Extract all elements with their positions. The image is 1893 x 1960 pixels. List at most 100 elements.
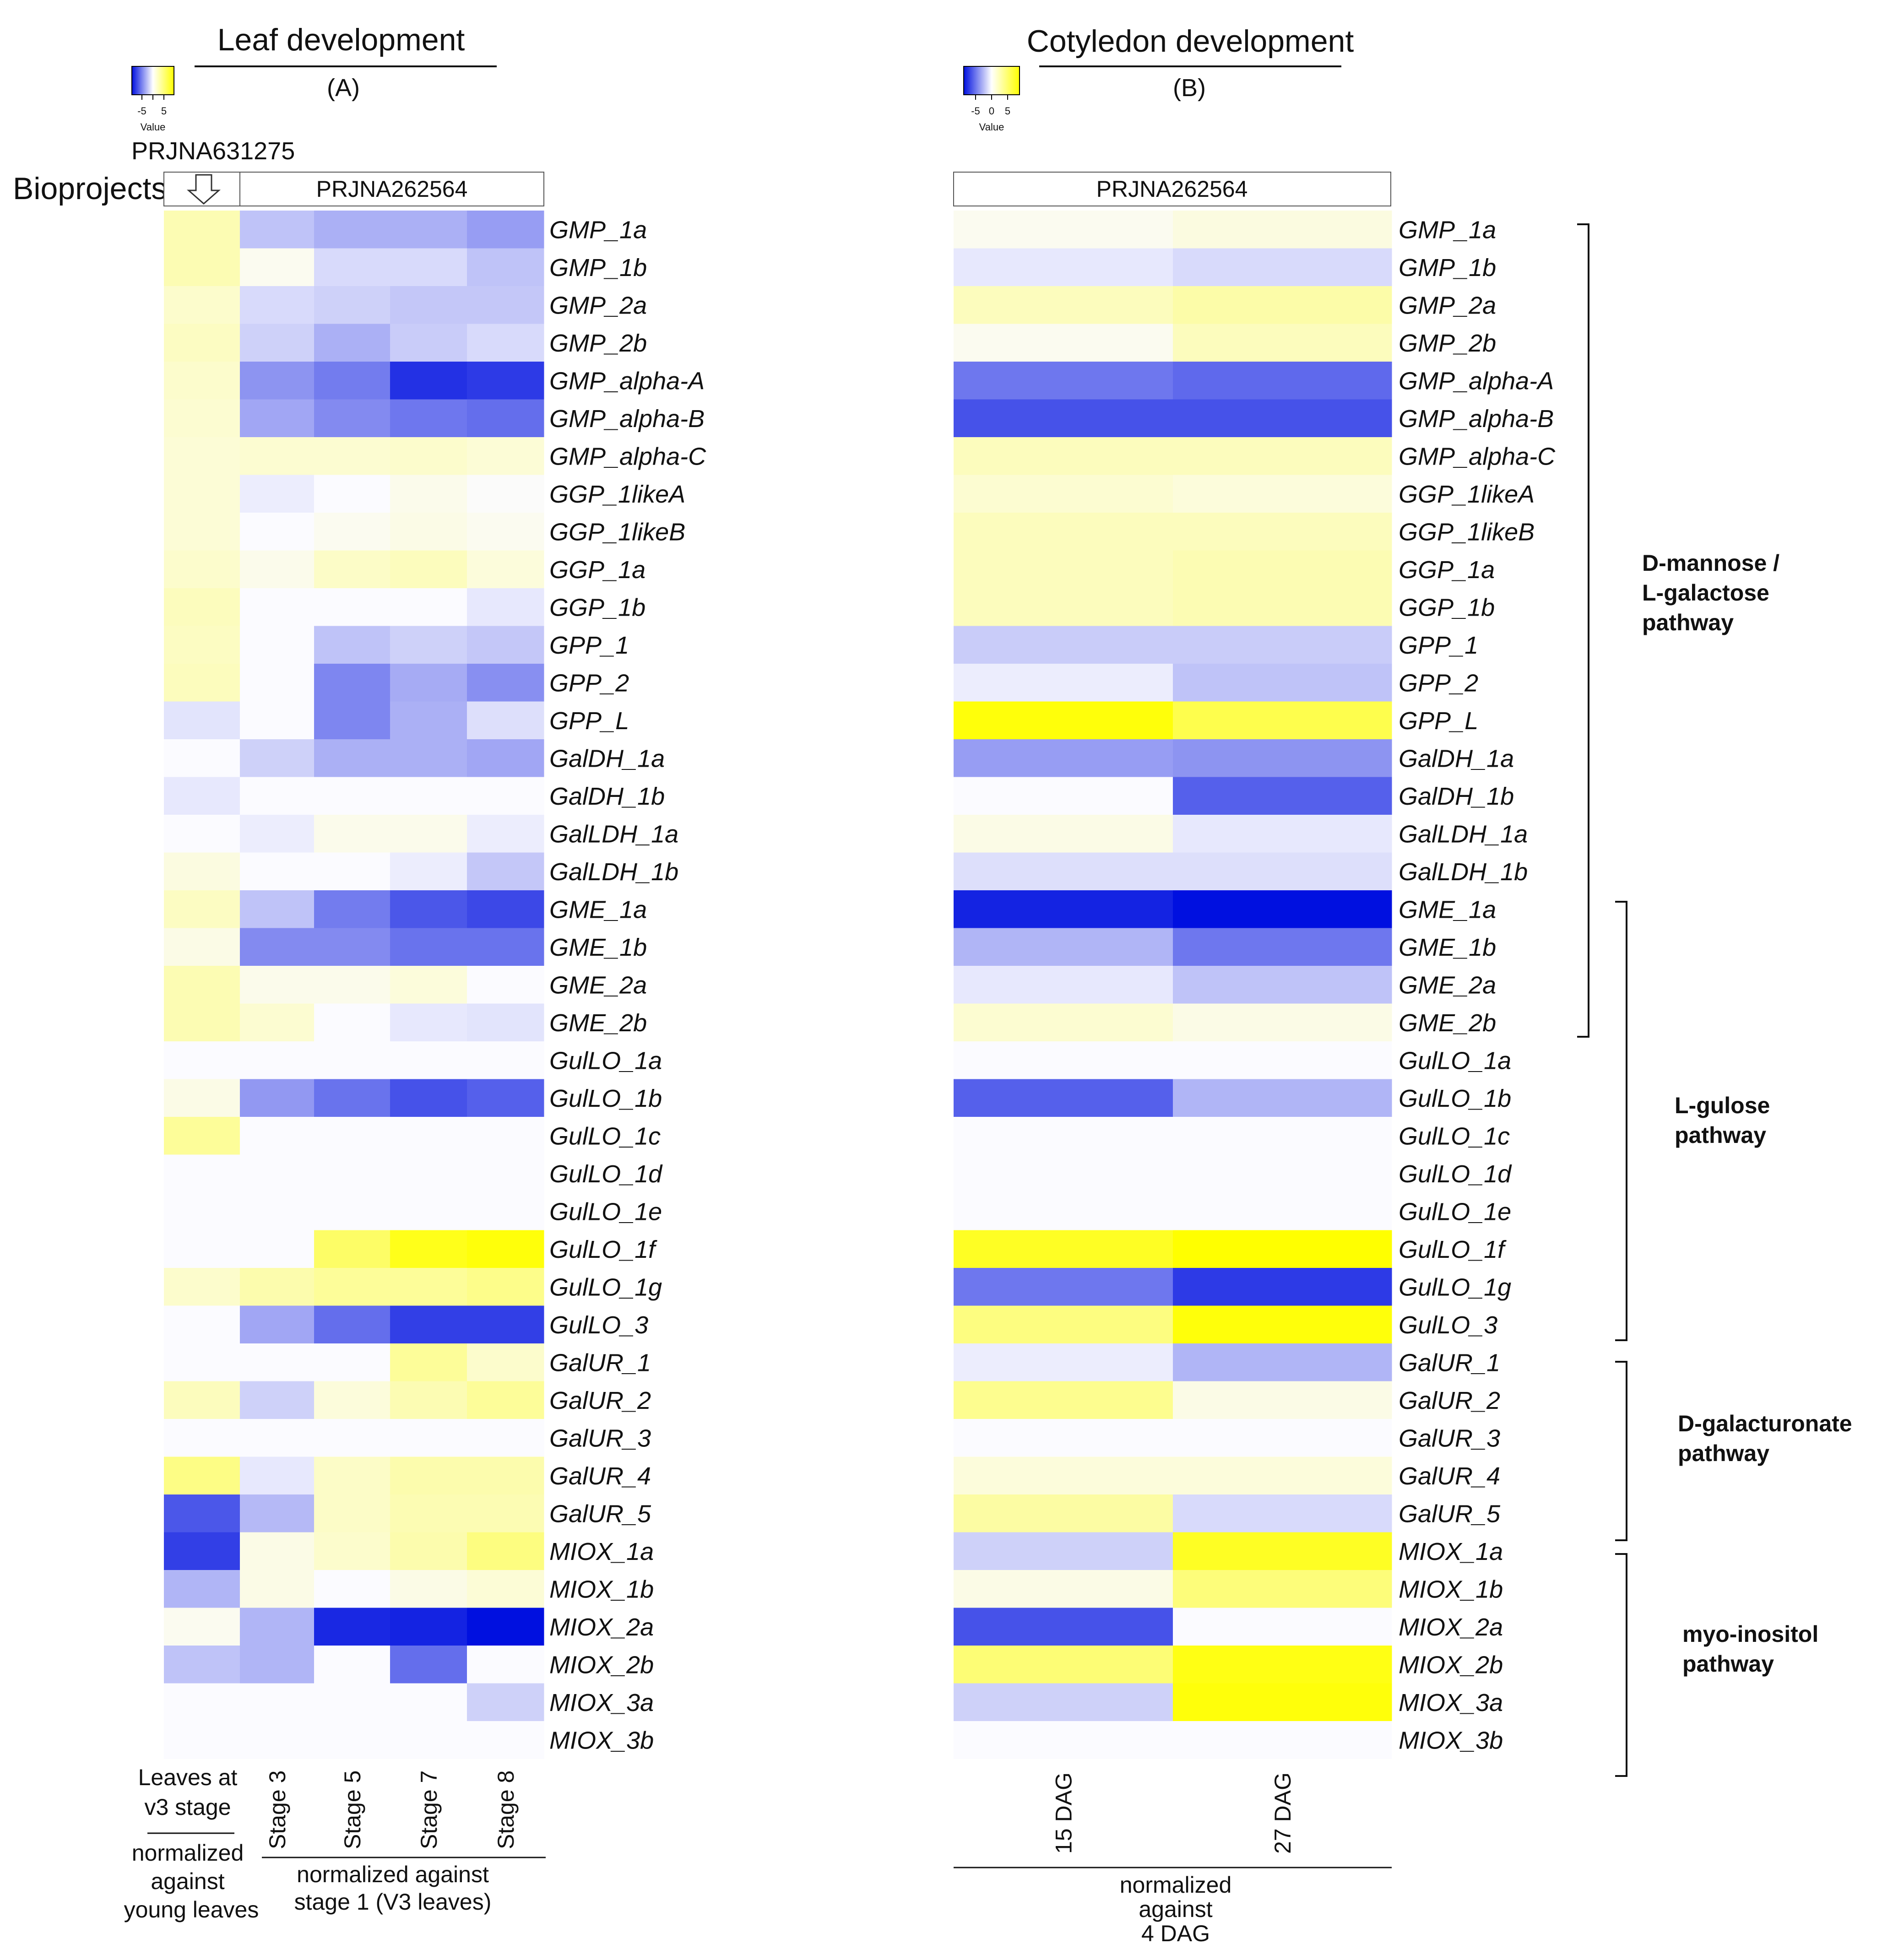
heat-b-cell [954,890,1173,928]
heat-a-cell [314,1608,391,1646]
heat-b-cell [954,966,1173,1004]
gene-label-b: MIOX_1a [1399,1538,1503,1565]
heat-a-cell [164,777,240,815]
gene-label-a: GGP_1likeA [549,481,685,508]
gene-label-a: GulLO_1a [549,1047,662,1074]
gene-label-a: GMP_alpha-A [549,367,705,395]
gene-label-b: GalLDH_1a [1399,820,1528,848]
heat-a-cell [240,739,315,777]
heat-b-cell [954,664,1173,702]
heat-b-cell [954,1003,1173,1042]
heat-b-cell [954,777,1173,815]
heat-a-cell [240,475,315,513]
heat-b-cell [1173,324,1392,362]
heat-a-cell [390,1532,467,1570]
bioproject-a-right-box [239,172,544,206]
gene-label-a: MIOX_1b [549,1576,654,1603]
heat-a-cell [390,701,467,740]
heat-a-cell [390,1494,467,1532]
heat-a-cell [164,852,240,891]
heat-a-cell [240,626,315,664]
panel-a-letter: (A) [327,74,360,102]
gene-label-b: GalUR_1 [1399,1349,1500,1376]
heat-a-cell [164,1003,240,1042]
heat-a-cell [390,890,467,928]
heat-a-cell [314,1343,391,1381]
heat-a-cell [314,852,391,891]
gene-label-a: GGP_1a [549,556,645,584]
gene-label-a: GalUR_2 [549,1387,651,1414]
heat-a-cell [390,1230,467,1268]
heat-a-cell [467,1683,544,1722]
heat-b-cell [1173,1343,1392,1381]
heat-b-cell [954,475,1173,513]
gene-label-a: GME_1a [549,896,647,923]
heat-a-cell [164,1041,240,1079]
heat-a-cell [314,1646,391,1684]
heat-b-cell [954,1041,1173,1079]
heat-a-cell [240,211,315,249]
heat-a-cell [240,1532,315,1570]
heat-a-cell [164,362,240,400]
gene-label-a: GalUR_1 [549,1349,651,1376]
heat-a-cell [390,550,467,589]
heat-a-cell [164,550,240,589]
heat-a-cell [390,588,467,626]
heat-a-cell [314,815,391,853]
heat-a-cell [467,1646,544,1684]
panel-a-scale-tick-min: -5 [137,105,146,117]
heat-a-cell [164,1532,240,1570]
heat-a-cell [390,1608,467,1646]
stage-column-labels: Stage 3 Stage 5 Stage 7 Stage 8 [265,1770,519,1849]
heat-a-cell [314,1117,391,1155]
heat-b-cell [1173,1608,1392,1646]
heat-b-cell [1173,777,1392,815]
heat-b-cell [1173,739,1392,777]
heat-a-cell [467,815,544,853]
heat-b-cell [954,1721,1173,1759]
heat-a-cell [390,1192,467,1230]
heat-a-cell [467,1117,544,1155]
heat-a-cell [467,890,544,928]
heat-a-cell [390,777,467,815]
gene-label-b: MIOX_3a [1399,1689,1503,1716]
heat-a-cell [467,739,544,777]
heat-a-cell [314,1192,391,1230]
heat-a-cell [467,1230,544,1268]
heat-b-cell [954,1154,1173,1193]
gene-label-b: MIOX_2b [1399,1651,1503,1678]
heat-a-cell [164,1721,240,1759]
gene-label-b: GMP_1a [1399,216,1496,244]
panel-b-title: Cotyledon development [1027,24,1354,59]
heat-a-cell [390,626,467,664]
bioproject-a-right-id: PRJNA262564 [316,176,468,202]
heat-a-cell [467,852,544,891]
heat-a-cell [314,1154,391,1193]
heat-b-cell [954,437,1173,475]
gene-label-b: GPP_1 [1399,632,1478,659]
heat-b-cell [954,399,1173,438]
heat-a-cell [240,1419,315,1457]
heat-a-cell [164,966,240,1004]
heat-a-cell [314,701,391,740]
heat-b-cell [1173,1192,1392,1230]
heat-a-cell [390,1343,467,1381]
gene-label-b: GME_2b [1399,1009,1496,1037]
heat-b-cell [954,1532,1173,1570]
heat-b-cell [1173,248,1392,287]
heat-b-cell [954,1381,1173,1419]
heat-a-cell [240,1608,315,1646]
heat-a-cell [164,588,240,626]
heat-b-cell [1173,588,1392,626]
dag-column-labels: 15 DAG 27 DAG [1051,1772,1296,1854]
heat-a-cell [314,1532,391,1570]
heat-a-cell [240,928,315,966]
gene-label-a: GalDH_1a [549,745,665,772]
gene-label-b: GGP_1b [1399,594,1495,621]
heat-a-cell [240,1154,315,1193]
heat-a-cell [390,1041,467,1079]
stage-column-label: Stage 3 [265,1770,290,1849]
gene-label-a: MIOX_2a [549,1613,654,1641]
panel-b-scale-tick-min: -5 [971,105,980,117]
pathway-3-line2: pathway [1678,1440,1769,1466]
